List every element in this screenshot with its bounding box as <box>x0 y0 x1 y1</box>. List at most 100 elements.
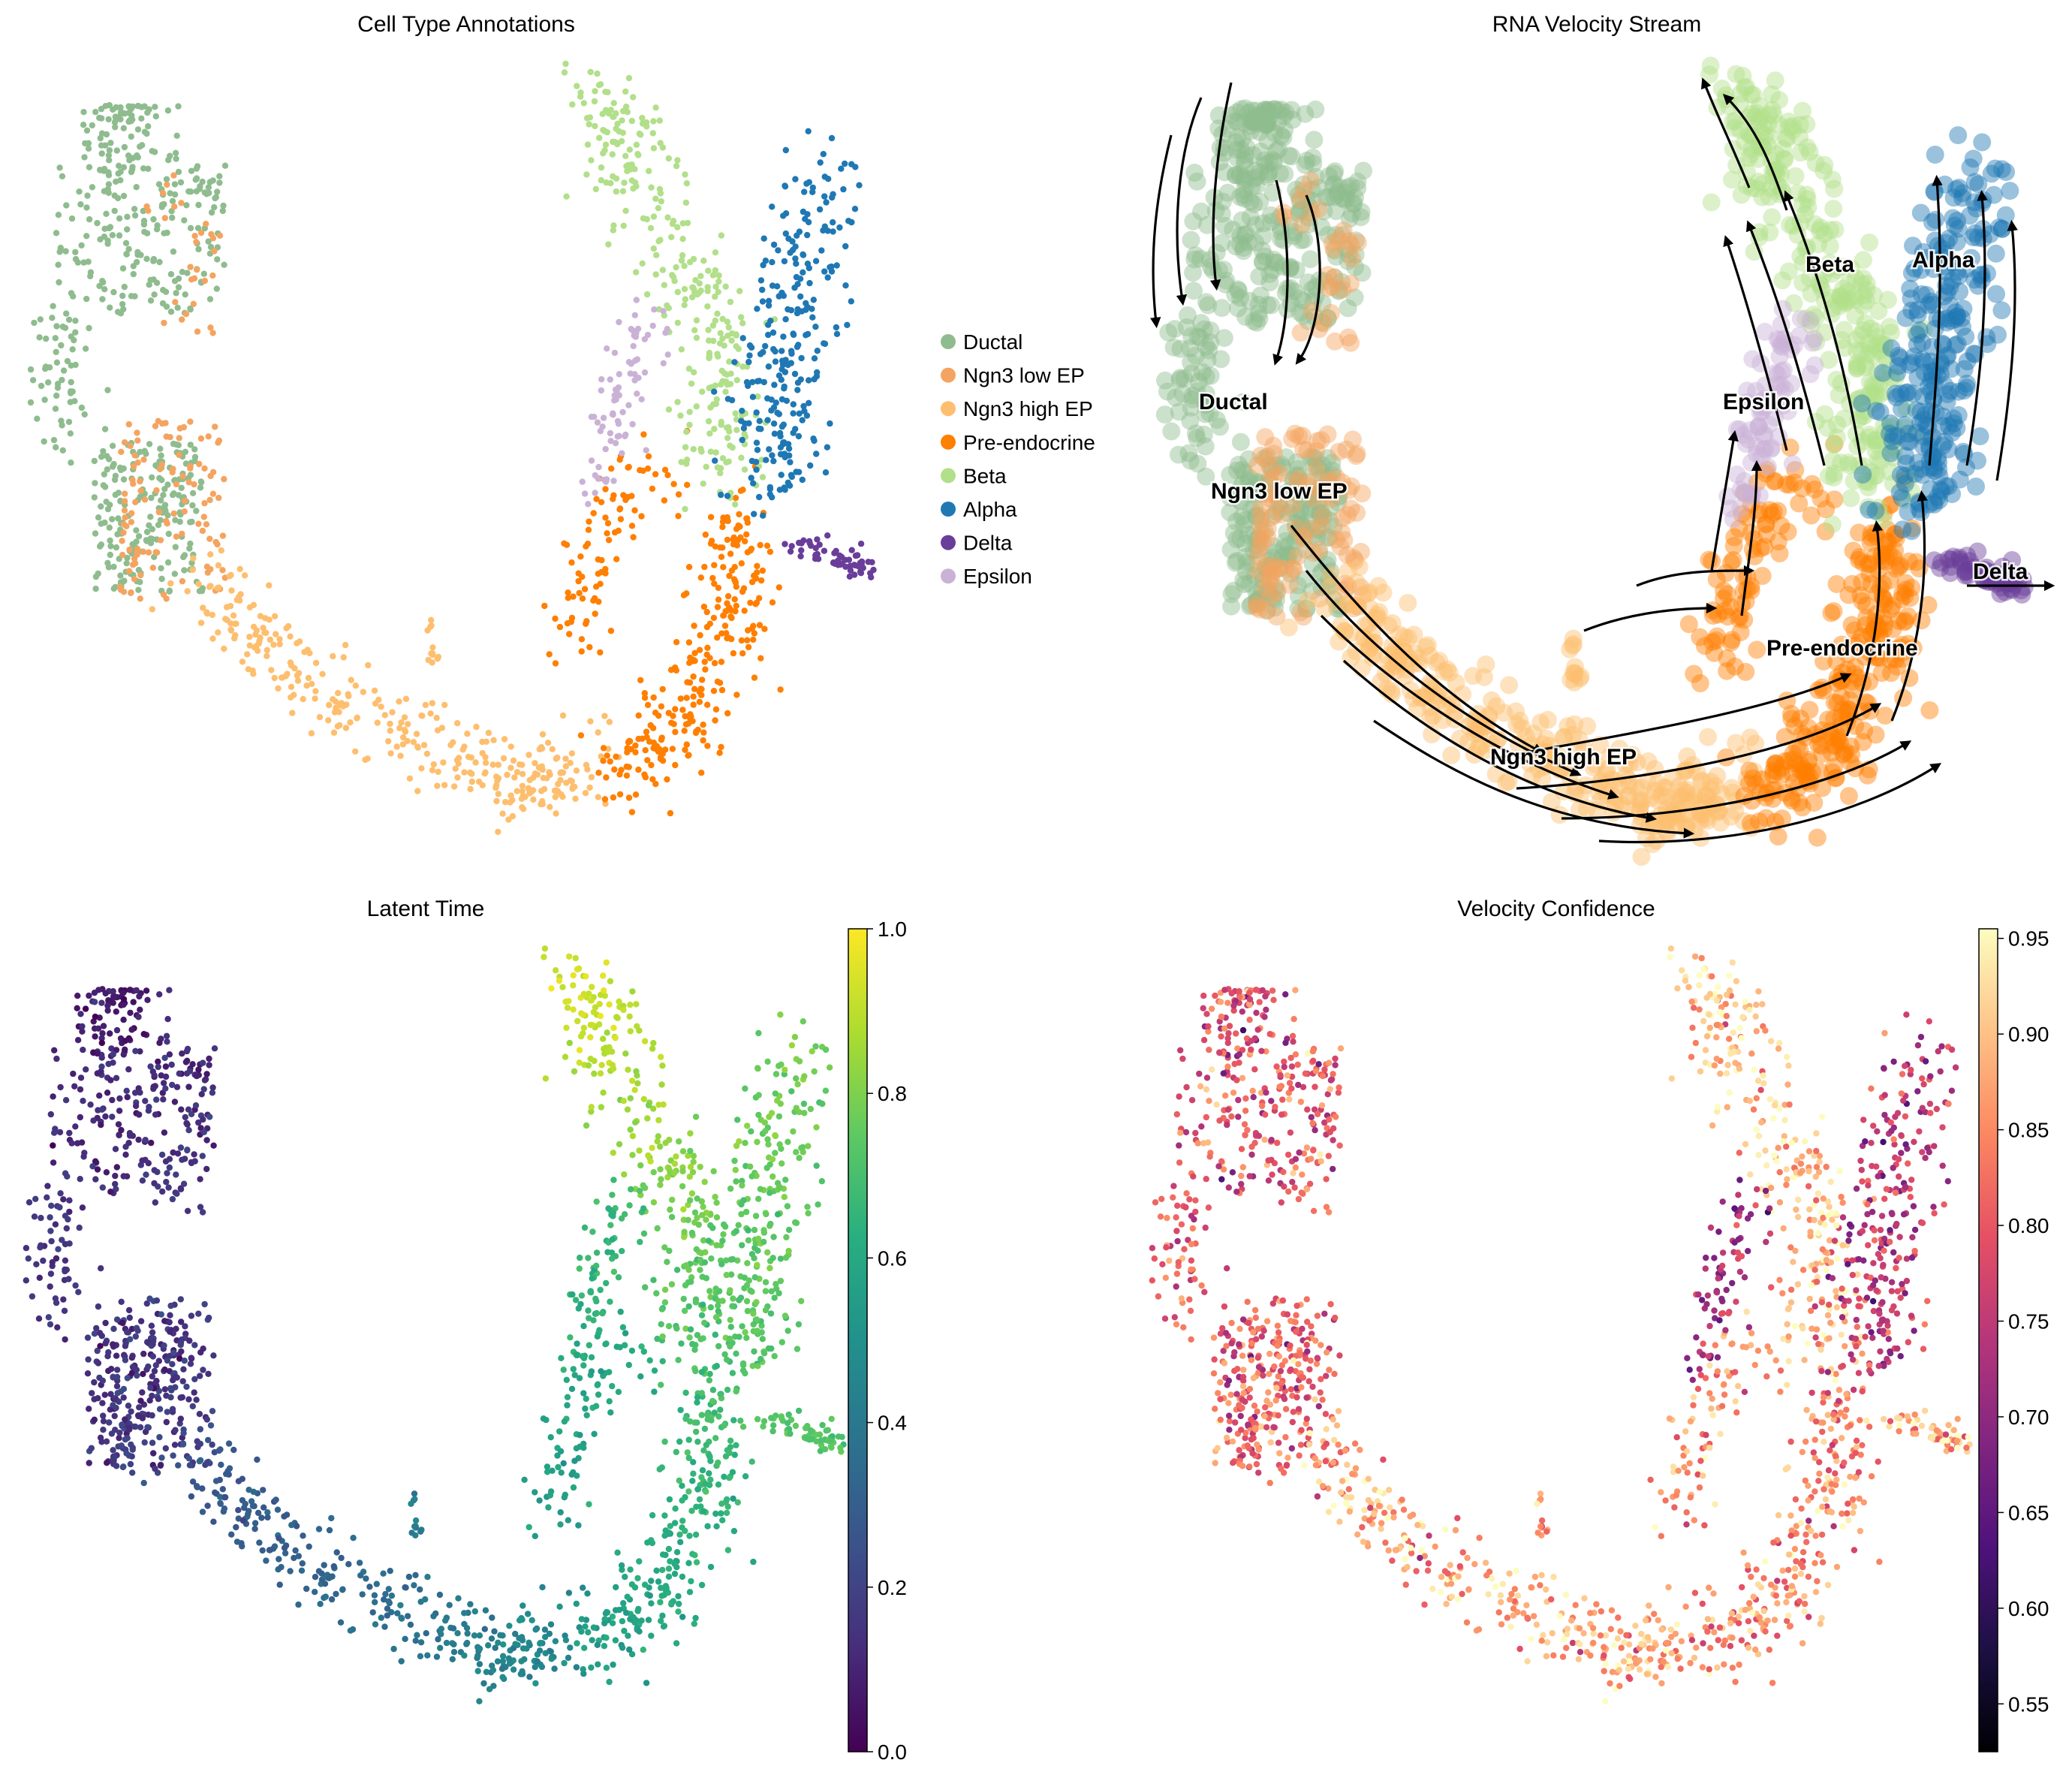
cell-point <box>1327 530 1345 549</box>
cell-point <box>343 701 350 708</box>
cell-point <box>70 293 77 300</box>
cell-point <box>583 620 589 627</box>
cell-point <box>276 640 283 648</box>
cell-point <box>86 1460 92 1466</box>
cell-point <box>162 288 170 295</box>
cell-point <box>1303 180 1321 199</box>
cell-point <box>780 292 788 300</box>
cell-point <box>164 481 171 488</box>
cell-point <box>122 1357 129 1364</box>
cell-point <box>100 1418 107 1425</box>
cell-point <box>670 721 677 728</box>
cell-point <box>1325 241 1344 260</box>
cell-point <box>99 1377 107 1385</box>
cell-point <box>345 691 351 698</box>
cell-point <box>173 1190 180 1198</box>
cell-point <box>325 717 332 724</box>
cell-point <box>507 764 514 771</box>
cell-point <box>1221 488 1239 507</box>
cell-point <box>107 304 113 311</box>
cell-point <box>1301 474 1319 493</box>
cell-point <box>785 306 791 313</box>
cell-point <box>110 106 116 113</box>
cell-point <box>753 466 760 473</box>
cell-point <box>1328 182 1347 201</box>
cell-point <box>178 1348 185 1355</box>
cell-point <box>187 1361 194 1367</box>
cell-point <box>1301 448 1320 466</box>
cell-point <box>513 769 521 776</box>
cell-point <box>677 412 684 419</box>
cell-point <box>684 679 691 686</box>
cell-point <box>150 215 157 223</box>
cell-point <box>733 426 740 433</box>
cell-point <box>257 613 264 619</box>
cell-point <box>109 442 116 449</box>
legend-marker <box>941 401 956 417</box>
cell-point <box>1242 595 1260 614</box>
cell-point <box>214 585 221 592</box>
cell-point <box>468 778 475 785</box>
cell-point <box>170 1452 176 1459</box>
cell-point <box>823 199 830 206</box>
cell-point <box>211 203 218 211</box>
cell-point <box>832 560 839 567</box>
cell-point <box>98 150 105 157</box>
cell-point <box>114 194 122 202</box>
cell-point <box>1706 794 1725 813</box>
cell-point <box>1708 767 1727 785</box>
cell-point <box>330 652 336 660</box>
cell-point <box>1265 124 1284 143</box>
cell-point <box>113 114 120 121</box>
cell-point <box>690 693 697 700</box>
cell-point <box>262 615 269 622</box>
cell-point <box>595 598 602 605</box>
cell-point <box>58 417 65 424</box>
cluster-label: Epsilon <box>1723 390 1804 414</box>
cell-point <box>605 241 612 248</box>
cell-point <box>1283 470 1302 489</box>
cell-point <box>102 142 109 149</box>
cell-point <box>507 743 514 750</box>
cell-point <box>1290 466 1309 485</box>
cell-point <box>1278 545 1297 564</box>
cell-point <box>1267 457 1286 475</box>
cell-point <box>1772 338 1791 357</box>
cell-point <box>1325 188 1343 206</box>
cell-point <box>686 659 693 666</box>
cell-point <box>143 529 151 535</box>
cell-point <box>1245 499 1264 517</box>
cell-point <box>797 293 804 300</box>
cell-point <box>1309 520 1327 539</box>
cell-point <box>393 743 400 750</box>
cell-point <box>95 514 102 521</box>
cell-point <box>271 613 279 619</box>
cell-point <box>199 527 206 535</box>
cell-point <box>1584 758 1603 777</box>
cell-point <box>1235 113 1254 132</box>
cell-point <box>56 279 62 286</box>
cell-point <box>1716 90 1735 109</box>
cell-point <box>788 360 795 366</box>
cell-point <box>1269 559 1288 577</box>
cell-point <box>1257 601 1276 620</box>
cell-point <box>187 418 194 425</box>
cell-point <box>83 127 91 134</box>
cell-point <box>1181 411 1200 430</box>
cell-point <box>191 275 198 282</box>
cell-point <box>782 487 788 493</box>
cell-point <box>209 611 215 619</box>
cell-point <box>183 1047 191 1055</box>
cell-point <box>644 757 651 764</box>
cell-point <box>380 1570 387 1577</box>
cell-point <box>682 505 688 513</box>
cell-point <box>52 405 59 412</box>
cell-point <box>714 310 721 317</box>
cell-point <box>845 556 853 563</box>
cell-point <box>1318 266 1337 285</box>
cell-point <box>613 188 620 195</box>
cell-point <box>53 359 61 366</box>
cell-point <box>1203 261 1222 280</box>
cell-point <box>160 1096 167 1103</box>
